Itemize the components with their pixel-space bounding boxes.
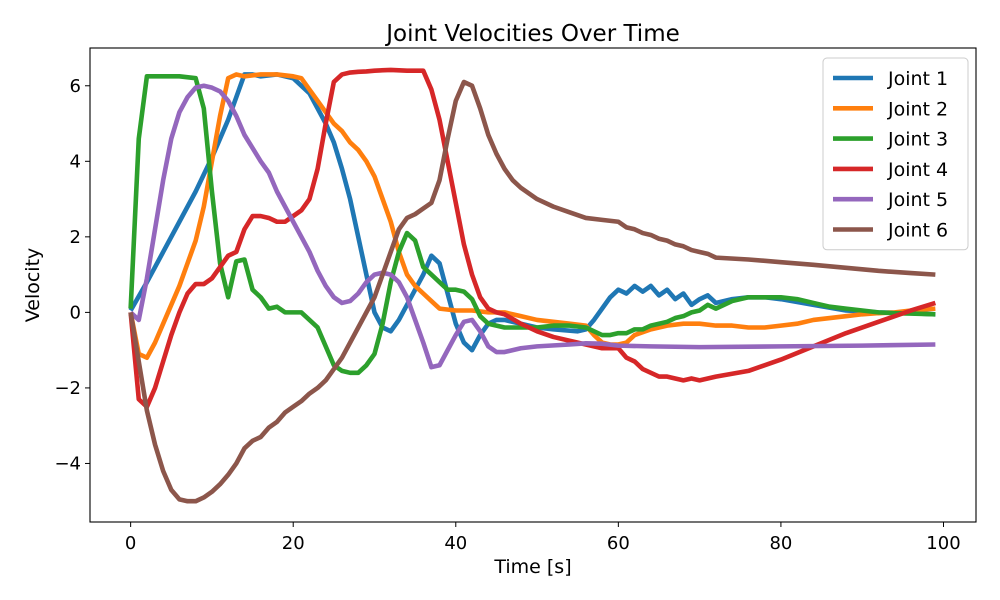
chart-title: Joint Velocities Over Time bbox=[384, 21, 680, 47]
series-line-joint-5 bbox=[129, 83, 936, 370]
y-tick-label: 2 bbox=[70, 227, 81, 248]
legend-label-joint-2: Joint 2 bbox=[887, 98, 948, 120]
x-axis-title: Time [s] bbox=[493, 556, 571, 578]
y-tick-label: 6 bbox=[70, 76, 81, 97]
legend-box bbox=[822, 57, 969, 251]
y-tick-label: 4 bbox=[70, 151, 81, 172]
y-axis-title: Velocity bbox=[22, 248, 44, 323]
legend-label-joint-5: Joint 5 bbox=[887, 189, 948, 211]
x-tick-label: 40 bbox=[444, 533, 467, 554]
y-tick-label: −2 bbox=[54, 378, 81, 399]
y-tick-label: 0 bbox=[70, 302, 81, 323]
legend-label-joint-4: Joint 4 bbox=[887, 159, 948, 181]
x-tick-label: 80 bbox=[769, 533, 792, 554]
series-line-joint-2 bbox=[128, 72, 936, 361]
x-tick-label: 60 bbox=[607, 533, 630, 554]
x-tick-label: 0 bbox=[125, 533, 136, 554]
legend-label-joint-3: Joint 3 bbox=[887, 129, 948, 151]
plot-area-frame bbox=[89, 47, 977, 523]
legend: Joint 1 Joint 2 Joint 3 Joint 4 Joint 5 Joint… bbox=[822, 57, 969, 251]
x-axis: 0 20 40 60 80 100 bbox=[125, 522, 961, 554]
x-tick-label: 20 bbox=[282, 533, 305, 554]
legend-label-joint-6: Joint 6 bbox=[887, 220, 948, 242]
legend-label-joint-1: Joint 1 bbox=[887, 68, 948, 90]
series-line-joint-4 bbox=[128, 67, 937, 410]
series-line-joint-1 bbox=[128, 72, 936, 353]
x-tick-label: 100 bbox=[926, 533, 960, 554]
y-tick-label: −4 bbox=[54, 453, 81, 474]
y-axis: −4 −2 0 2 4 6 bbox=[54, 76, 90, 474]
series-line-joint-6 bbox=[128, 79, 936, 504]
series-line-joint-3 bbox=[128, 74, 936, 376]
